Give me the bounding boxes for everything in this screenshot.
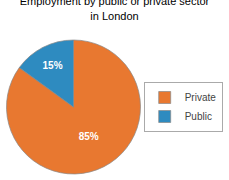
svg-text:15%: 15% <box>43 60 63 71</box>
svg-text:85%: 85% <box>79 131 99 142</box>
svg-text:Employment by public or privat: Employment by public or private sectorin… <box>20 0 210 22</box>
svg-text:Private: Private <box>185 92 217 103</box>
svg-text:Public: Public <box>185 111 212 122</box>
